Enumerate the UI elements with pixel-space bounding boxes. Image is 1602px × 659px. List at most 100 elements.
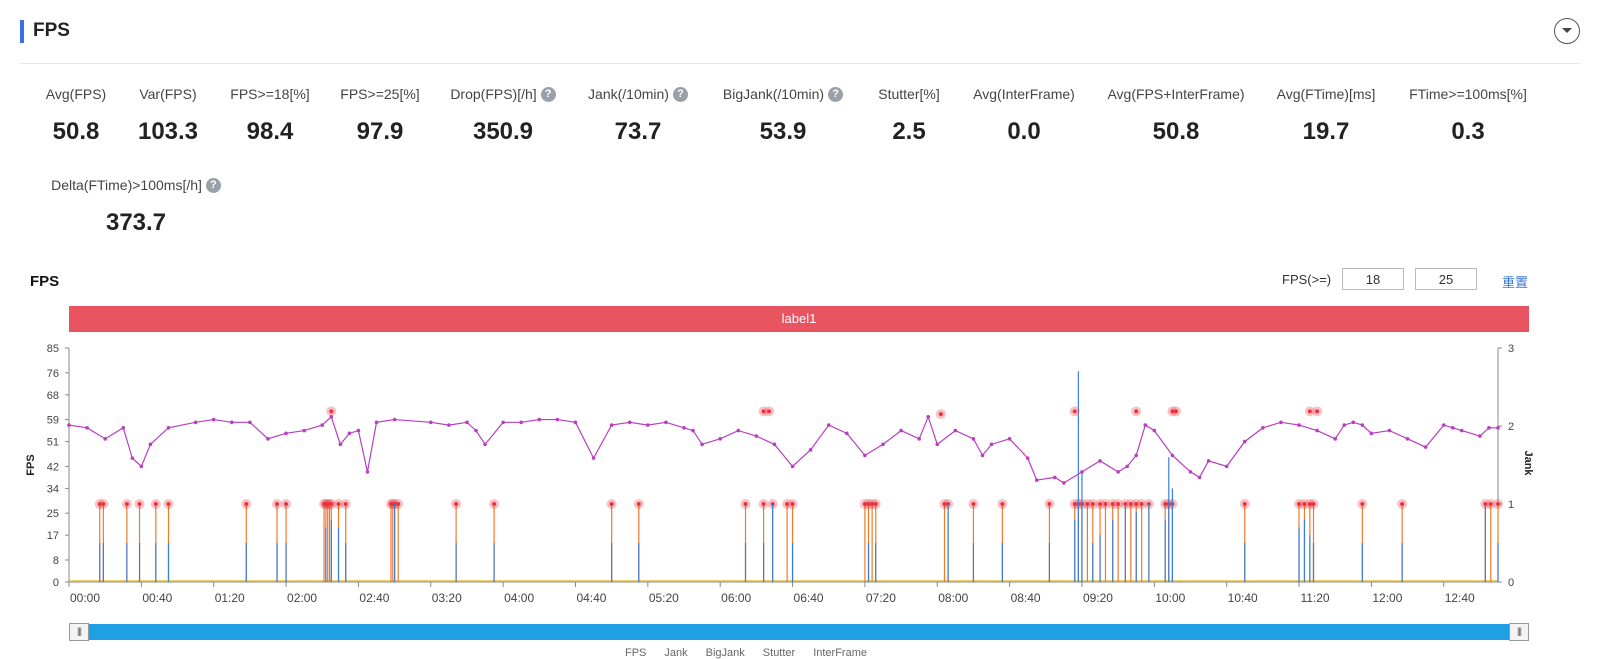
fps-threshold-filter: FPS(>=) 重置 [1282,268,1542,292]
fps-point [1116,470,1120,474]
panel-title: FPS [33,20,70,41]
zoom-handle-left[interactable]: ||| [69,623,89,641]
fps-point [1034,478,1039,482]
fps-point [266,437,270,441]
help-icon[interactable]: ? [672,86,688,102]
x-tick-label: 12:40 [1445,591,1475,605]
fps-point [971,437,976,441]
fps-point [1279,420,1283,425]
jank-marker [329,502,334,506]
metric-label: Avg(InterFrame) [973,86,1075,102]
jank-marker [153,502,158,506]
metric-label-text: Avg(FPS) [45,86,107,102]
fps-point [691,428,695,433]
fps-point [989,442,994,447]
fps-point [1342,423,1347,427]
y-tick-label: 8 [53,555,59,567]
metric-label-text: Drop(FPS)[/h] [450,86,537,102]
y-tick-label: 42 [47,461,59,473]
legend-item[interactable]: Jank [664,647,688,659]
zoom-handle-right[interactable]: ||| [1509,623,1529,641]
legend-item[interactable]: FPS [625,647,647,659]
fps-point [1080,470,1084,474]
jank-marker [1496,502,1500,506]
x-tick-label: 07:20 [866,591,896,605]
fps-point [1007,437,1012,441]
y2-tick-label: 2 [1508,421,1514,433]
jank-marker [1090,502,1095,506]
legend-item[interactable]: InterFrame [813,647,867,659]
fps-threshold-2-input[interactable] [1415,268,1477,290]
fps-point [881,442,885,447]
metric-label: Delta(FTime)>100ms[/h]? [51,177,221,193]
fps-point [899,428,903,433]
help-icon[interactable]: ? [540,86,556,102]
fps-point [537,417,542,422]
fps-threshold-1-input[interactable] [1342,268,1404,290]
x-tick-label: 06:00 [721,591,751,605]
fps-point [474,428,478,433]
metric-card: Stutter[%] 2.5 [809,86,1009,146]
legend-item[interactable]: BigJank [705,647,745,659]
fps-point [121,426,126,430]
jank-marker [454,502,459,506]
fps-point [808,448,813,452]
fps-point [1143,423,1148,427]
fps-point [347,431,352,436]
fps-point [1188,470,1193,474]
fps-point [1297,423,1301,427]
panel-header: FPS [20,18,1580,48]
metric-value: 350.9 [472,118,534,145]
metric-label-text: Stutter[%] [878,86,940,102]
fps-point [1261,426,1265,430]
metric-label: FPS>=18[%] [230,86,309,102]
metric-label: Avg(FPS+InterFrame) [1107,86,1244,102]
jank-marker [1128,502,1133,506]
fps-point [229,420,234,425]
fps-point [392,417,397,422]
jank-marker [1163,502,1168,506]
jank-marker [124,502,129,506]
fps-point [139,464,144,469]
legend-item[interactable]: Stutter [762,647,796,659]
zoom-slider[interactable]: ||| ||| [69,623,1529,641]
metric-label: Stutter[%] [878,86,939,102]
x-tick-label: 04:00 [504,591,534,605]
metric-value: 19.7 [1302,118,1350,145]
fps-marker [938,412,943,417]
fps-point [1405,437,1410,441]
fps-point [447,423,451,427]
fps-point [1098,459,1102,463]
x-tick-label: 09:20 [1083,591,1113,605]
metric-card: Var(FPS) 103.3 [68,86,268,146]
metric-card: FTime>=100ms[%] 0.3 [1368,86,1568,146]
fps-marker [1174,409,1179,414]
fps-point [428,420,433,425]
jank-marker [870,502,875,506]
fps-point [682,426,686,430]
fps-marker [1315,409,1320,414]
fps-point [130,456,135,460]
reset-link[interactable]: 重置 [1502,275,1529,290]
fps-point [1423,445,1428,449]
fps-point [926,415,931,419]
jank-marker [137,502,142,506]
help-icon[interactable]: ? [828,86,844,102]
fps-point [700,442,704,447]
collapse-button[interactable] [1554,18,1580,44]
fps-marker [1134,409,1139,414]
fps-point [248,420,252,425]
help-icon[interactable]: ? [205,177,221,193]
fps-point [573,420,578,425]
fps-point [863,453,867,458]
fps-point [1387,428,1392,433]
jank-marker [1488,502,1493,506]
y2-tick-label: 0 [1508,577,1514,589]
fps-point [1478,434,1482,438]
metric-value: 50.8 [52,118,100,145]
fps-chart: 0 8 17 25 34 42 51 59 68 76 85 0 1 2 3 00:00 00:40 01:20 0… [25,343,1534,605]
fps-point [790,464,795,469]
metric-value: 50.8 [1152,118,1200,145]
jank-marker [1072,502,1077,506]
label-band[interactable]: label1 [69,306,1529,332]
